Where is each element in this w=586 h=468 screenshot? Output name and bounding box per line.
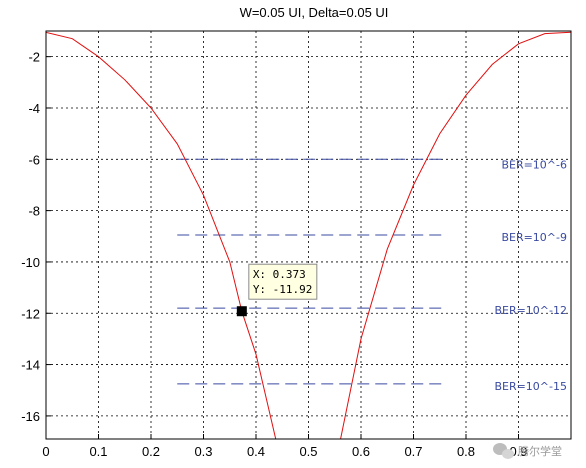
x-axis: 0 0.1 0.2 0.3 0.4 0.5 0.6 0.7 0.8 0.9 <box>42 434 528 459</box>
ber-level-label: BER=10^-6 <box>501 158 567 171</box>
ber-level-label: BER=10^-15 <box>494 380 567 393</box>
ber-level-label: BER=10^-9 <box>501 231 567 244</box>
wechat-icon <box>493 443 514 459</box>
watermark: 腾尔学堂 <box>493 443 562 459</box>
y-tick-label: -2 <box>28 50 40 65</box>
grid <box>46 31 571 439</box>
x-tick-label: 0 <box>42 444 49 459</box>
x-tick-label: 0.5 <box>299 444 317 459</box>
y-tick-label: -8 <box>28 204 40 219</box>
curve <box>46 31 571 439</box>
x-tick-label: 0.7 <box>404 444 422 459</box>
x-tick-label: 0.1 <box>89 444 107 459</box>
x-tick-label: 0.6 <box>352 444 370 459</box>
y-tick-label: -16 <box>21 409 40 424</box>
watermark-text: 腾尔学堂 <box>518 444 562 458</box>
x-tick-label: 0.9 <box>509 444 527 459</box>
series-line <box>46 31 571 439</box>
datatip-box <box>248 263 318 300</box>
x-tick-label: 0.3 <box>194 444 212 459</box>
y-tick-label: -10 <box>21 255 40 270</box>
x-tick-label: 0.2 <box>142 444 160 459</box>
y-tick-label: -14 <box>21 358 40 373</box>
x-tick-label: 0.8 <box>457 444 475 459</box>
ber-levels: BER=10^-6 BER=10^-9 BER=10^-12 BER=10^-15 <box>177 158 567 393</box>
chart-title: W=0.05 UI, Delta=0.05 UI <box>240 5 389 20</box>
datatip-marker[interactable] <box>236 306 247 317</box>
y-axis: -2 -4 -6 -8 -10 -12 -14 -16 <box>21 50 51 424</box>
datatip[interactable]: X: 0.373 Y: -11.92 <box>236 263 318 317</box>
datatip-x: X: 0.373 <box>253 268 306 281</box>
y-tick-label: -4 <box>28 101 40 116</box>
ber-level-label: BER=10^-12 <box>494 304 567 317</box>
y-tick-label: -12 <box>21 306 40 321</box>
y-tick-label: -6 <box>28 152 40 167</box>
x-tick-label: 0.4 <box>247 444 265 459</box>
datatip-y: Y: -11.92 <box>253 283 313 296</box>
